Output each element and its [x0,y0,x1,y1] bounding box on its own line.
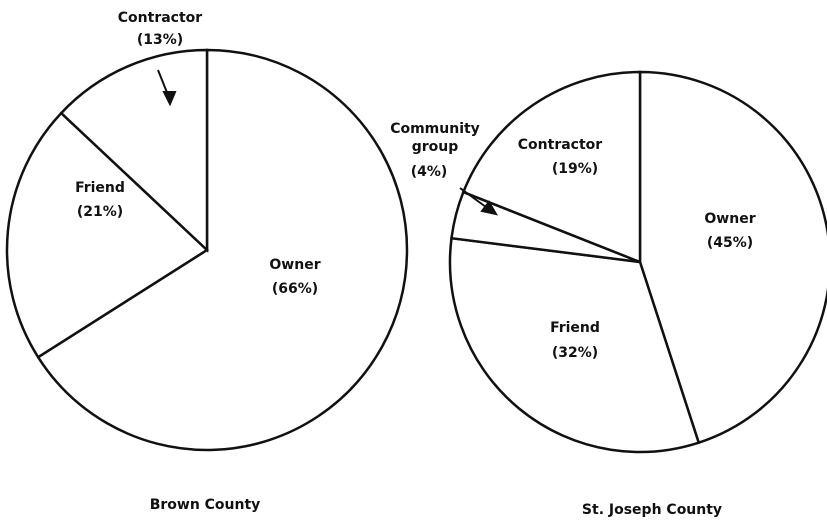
slice-label: Owner [704,211,756,227]
slice-label: Friend [75,180,125,196]
slice-label: Community group [390,121,480,155]
slice-value-label: (45%) [706,235,754,251]
slice-value-label: (21%) [76,204,124,220]
slice-value-label: (66%) [271,281,319,297]
pie-slice [36,48,409,452]
slice-label: Friend [550,320,600,336]
pie-slice [5,111,210,359]
pie-slice [461,70,642,264]
slice-value-label: (13%) [136,32,184,48]
slice-value-label: (32%) [551,345,599,361]
slice-label: Contractor [117,10,203,26]
slice-label: Contractor [517,137,603,153]
arrowhead [480,200,499,216]
chart-title: Brown County [149,497,261,513]
pie-slice [448,236,701,454]
pie-slice [638,70,827,445]
arrowhead [162,91,177,107]
slice-value-label: (4%) [410,164,448,180]
slice-label: Owner [269,257,321,273]
slice-value-label: (19%) [551,161,599,177]
chart-title: St. Joseph County [581,502,723,518]
